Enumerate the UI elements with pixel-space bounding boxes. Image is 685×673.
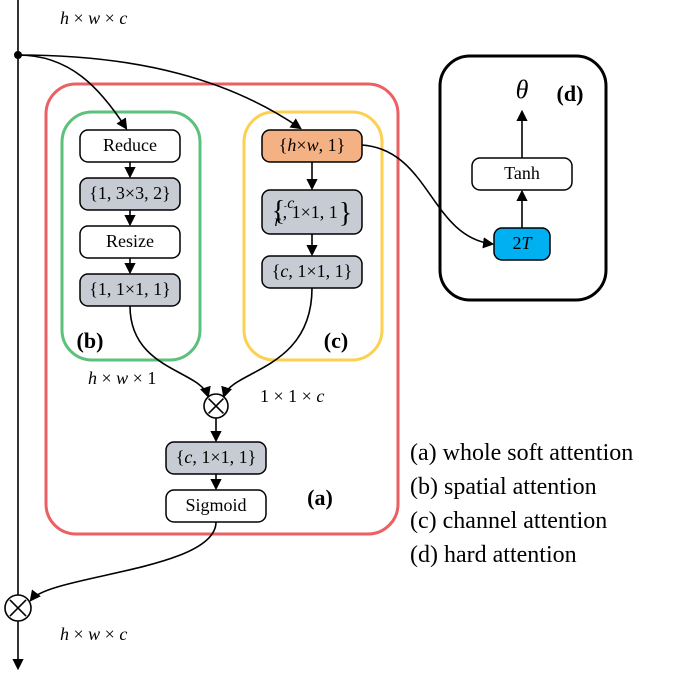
- legend-item-3: (d) hard attention: [410, 542, 577, 568]
- node-tanh-label: Tanh: [504, 163, 540, 183]
- legend-text: hard attention: [438, 542, 577, 568]
- node-resize: Resize: [80, 226, 180, 258]
- legend-tag: (a): [410, 440, 437, 466]
- node-sigmoid: Sigmoid: [166, 490, 266, 522]
- node-conv2-label: {1, 1×1, 1}: [89, 279, 170, 299]
- branch-point: [14, 51, 22, 59]
- node-pool-label: {h×w, 1}: [279, 135, 345, 155]
- flow-edge: [224, 288, 312, 396]
- node-pool: {h×w, 1}: [262, 130, 362, 162]
- node-fuse-label: {c, 1×1, 1}: [176, 447, 256, 467]
- node-resize-label: Resize: [106, 231, 154, 251]
- node-reduce-label: Reduce: [103, 135, 157, 155]
- group-d-letter: (d): [557, 81, 584, 106]
- legend-tag: (d): [410, 542, 438, 568]
- legend-item-0: (a) whole soft attention: [410, 440, 633, 466]
- label-theta: θ: [516, 75, 529, 104]
- node-fuse: {c, 1×1, 1}: [166, 442, 266, 474]
- node-tanh: Tanh: [472, 158, 572, 190]
- node-conv2: {1, 1×1, 1}: [80, 274, 180, 306]
- node-sigmoid-label: Sigmoid: [185, 495, 246, 515]
- node-conv1-label: {1, 3×3, 2}: [89, 183, 170, 203]
- node-twoT: 2T: [494, 228, 550, 260]
- legend-item-1: (b) spatial attention: [410, 474, 597, 500]
- label-b_out: h × w × 1: [88, 368, 156, 388]
- node-chan2-label: {c, 1×1, 1}: [272, 261, 352, 281]
- group-b-letter: (b): [77, 328, 104, 353]
- node-chan1: {c r, 1×1, 1}: [262, 190, 362, 234]
- legend-text: spatial attention: [438, 474, 597, 500]
- legend-text: channel attention: [437, 508, 608, 534]
- node-reduce: Reduce: [80, 130, 180, 162]
- legend-tag: (c): [410, 508, 437, 534]
- legend-text: whole soft attention: [437, 440, 634, 466]
- label-c_out: 1 × 1 × c: [260, 386, 324, 406]
- group-c-letter: (c): [324, 328, 348, 353]
- node-conv1: {1, 3×3, 2}: [80, 178, 180, 210]
- flow-edge: [18, 55, 126, 128]
- legend-tag: (b): [410, 474, 438, 500]
- legend-item-2: (c) channel attention: [410, 508, 607, 534]
- node-twoT-label: 2T: [512, 233, 533, 253]
- group-a-letter: (a): [307, 485, 333, 510]
- label-bottom_dim: h × w × c: [60, 624, 127, 644]
- label-top_dim: h × w × c: [60, 8, 127, 28]
- node-chan2: {c, 1×1, 1}: [262, 256, 362, 288]
